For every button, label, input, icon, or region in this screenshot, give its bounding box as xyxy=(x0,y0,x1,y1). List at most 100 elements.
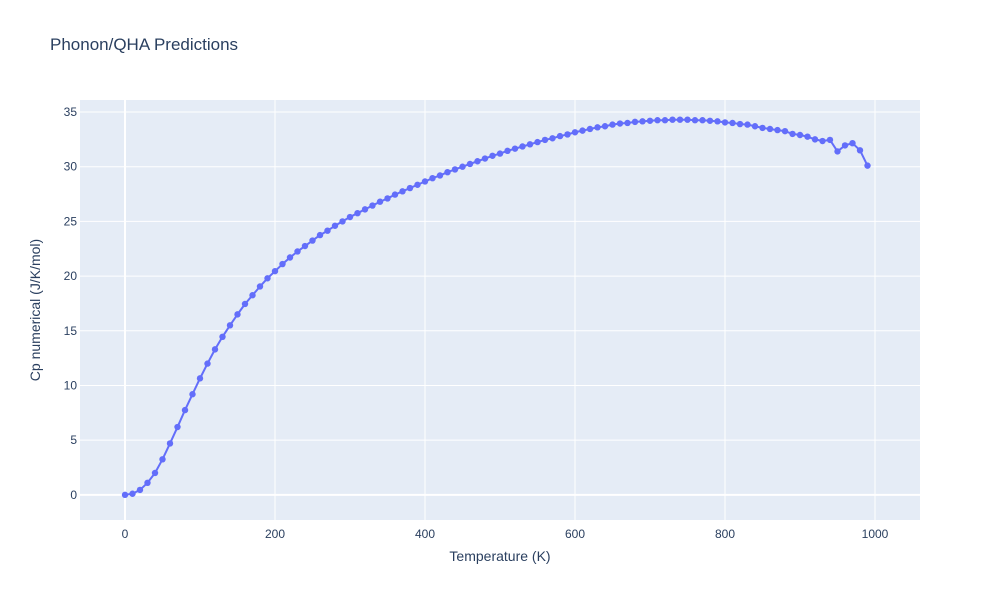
data-point[interactable] xyxy=(504,147,511,155)
data-point[interactable] xyxy=(594,124,601,131)
data-point[interactable] xyxy=(706,117,714,124)
data-point[interactable] xyxy=(601,123,609,130)
data-point[interactable] xyxy=(399,188,406,195)
data-point[interactable] xyxy=(564,131,571,138)
data-point[interactable] xyxy=(586,125,594,133)
data-point[interactable] xyxy=(151,469,159,477)
data-point[interactable] xyxy=(414,181,421,188)
data-point[interactable] xyxy=(759,124,766,132)
data-point[interactable] xyxy=(234,311,241,318)
data-point[interactable] xyxy=(309,237,316,244)
data-point[interactable] xyxy=(556,132,564,140)
data-point[interactable] xyxy=(684,116,691,123)
data-point[interactable] xyxy=(571,129,579,136)
data-point[interactable] xyxy=(279,260,286,268)
data-point[interactable] xyxy=(714,118,721,125)
data-point[interactable] xyxy=(436,172,444,179)
data-point[interactable] xyxy=(796,131,804,139)
data-point[interactable] xyxy=(826,136,834,144)
data-point[interactable] xyxy=(406,184,414,192)
data-point[interactable] xyxy=(534,138,541,146)
data-point[interactable] xyxy=(459,163,466,170)
data-point[interactable] xyxy=(541,136,549,144)
data-point[interactable] xyxy=(481,155,489,162)
data-point[interactable] xyxy=(639,118,646,125)
data-point[interactable] xyxy=(181,406,189,414)
data-point[interactable] xyxy=(219,333,226,340)
data-point[interactable] xyxy=(766,125,774,133)
data-point[interactable] xyxy=(391,191,399,198)
data-point[interactable] xyxy=(256,283,264,290)
data-point[interactable] xyxy=(804,133,811,140)
data-point[interactable] xyxy=(189,391,196,398)
data-point[interactable] xyxy=(249,292,256,299)
data-point[interactable] xyxy=(751,123,759,130)
data-point[interactable] xyxy=(669,116,676,123)
data-point[interactable] xyxy=(144,479,151,487)
data-point[interactable] xyxy=(196,375,204,382)
data-point[interactable] xyxy=(661,117,669,124)
data-point[interactable] xyxy=(654,117,661,124)
data-point[interactable] xyxy=(294,248,301,255)
data-point[interactable] xyxy=(466,160,474,168)
data-point[interactable] xyxy=(676,116,684,123)
data-point[interactable] xyxy=(136,486,144,494)
data-point[interactable] xyxy=(579,127,586,134)
data-point[interactable] xyxy=(451,166,459,173)
data-point[interactable] xyxy=(699,117,706,124)
data-point[interactable] xyxy=(376,198,384,205)
data-point[interactable] xyxy=(159,456,166,463)
data-point[interactable] xyxy=(729,119,736,127)
data-point[interactable] xyxy=(646,117,654,124)
data-point[interactable] xyxy=(691,117,699,124)
data-point[interactable] xyxy=(864,162,871,169)
data-point[interactable] xyxy=(549,135,556,142)
data-point[interactable] xyxy=(609,121,616,128)
data-point[interactable] xyxy=(474,158,481,165)
data-point[interactable] xyxy=(781,127,789,135)
data-point[interactable] xyxy=(129,490,136,497)
data-point[interactable] xyxy=(204,360,211,367)
data-point[interactable] xyxy=(489,152,496,159)
data-point[interactable] xyxy=(286,254,294,261)
data-point[interactable] xyxy=(624,119,631,127)
data-point[interactable] xyxy=(271,267,279,275)
data-point[interactable] xyxy=(519,143,526,150)
data-point[interactable] xyxy=(361,206,369,213)
data-point[interactable] xyxy=(631,118,639,126)
data-point[interactable] xyxy=(316,231,324,239)
data-point[interactable] xyxy=(174,423,181,431)
data-point[interactable] xyxy=(774,126,781,134)
data-point[interactable] xyxy=(616,120,624,127)
data-point[interactable] xyxy=(744,121,751,128)
data-point[interactable] xyxy=(849,140,856,147)
data-point[interactable] xyxy=(811,136,819,143)
data-point[interactable] xyxy=(819,137,826,145)
data-point[interactable] xyxy=(526,141,534,148)
data-point[interactable] xyxy=(496,150,504,157)
data-point[interactable] xyxy=(264,275,271,282)
data-point[interactable] xyxy=(324,227,331,234)
data-point[interactable] xyxy=(121,491,129,499)
data-point[interactable] xyxy=(511,145,519,152)
data-point[interactable] xyxy=(331,222,339,229)
data-point[interactable] xyxy=(301,242,309,250)
data-point[interactable] xyxy=(429,175,436,182)
data-point[interactable] xyxy=(856,147,864,154)
data-point[interactable] xyxy=(834,148,841,155)
data-point[interactable] xyxy=(841,142,849,149)
data-point[interactable] xyxy=(166,440,174,447)
data-point[interactable] xyxy=(346,213,354,221)
data-point[interactable] xyxy=(241,300,249,308)
data-point[interactable] xyxy=(211,346,219,353)
data-point[interactable] xyxy=(721,119,729,126)
data-point[interactable] xyxy=(789,130,796,138)
data-point[interactable] xyxy=(384,195,391,202)
data-point[interactable] xyxy=(369,202,376,209)
data-point[interactable] xyxy=(736,120,744,128)
data-point[interactable] xyxy=(339,218,346,225)
data-point[interactable] xyxy=(354,210,361,217)
data-point[interactable] xyxy=(421,178,429,185)
data-point[interactable] xyxy=(226,322,234,329)
data-point[interactable] xyxy=(444,168,451,176)
